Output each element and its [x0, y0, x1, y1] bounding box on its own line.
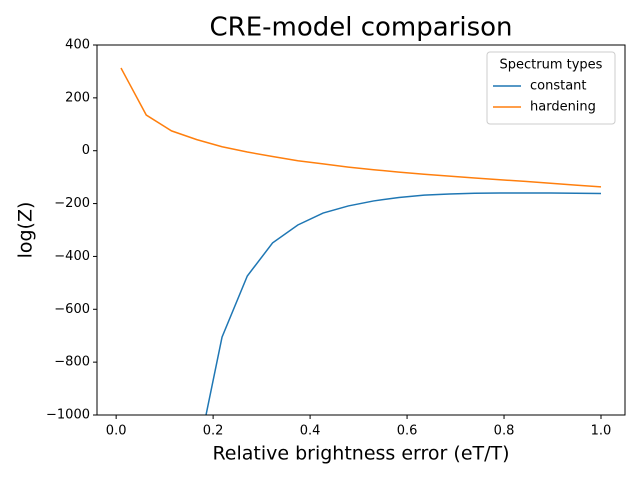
axes-frame — [96, 44, 626, 416]
y-tick-label: −200 — [54, 196, 90, 211]
y-tick-label: −400 — [54, 249, 90, 264]
y-tick-label: 0 — [82, 143, 90, 158]
legend-label: hardening — [530, 100, 596, 115]
plot-area — [120, 67, 602, 415]
x-tick-label: 0.2 — [203, 424, 224, 439]
legend: Spectrum types constant hardening — [486, 51, 616, 125]
series-line — [120, 67, 602, 188]
y-tick-label: 400 — [65, 38, 90, 53]
y-tick-label: 200 — [65, 90, 90, 105]
y-axis-label: log(Z) — [15, 202, 37, 259]
chart-title: CRE-model comparison — [209, 13, 512, 43]
x-tick-label: 0.0 — [106, 424, 127, 439]
legend-title: Spectrum types — [500, 58, 603, 73]
y-tick-label: −600 — [54, 302, 90, 317]
legend-box — [486, 51, 616, 125]
y-tick-label: −1000 — [46, 408, 90, 423]
x-tick-label: 0.4 — [300, 424, 321, 439]
x-tick-label: 1.0 — [591, 424, 612, 439]
x-tick-label: 0.8 — [494, 424, 515, 439]
x-axis-label: Relative brightness error (eT/T) — [212, 443, 509, 465]
y-tick-label: −800 — [54, 355, 90, 370]
series-line — [205, 192, 602, 415]
legend-label: constant — [530, 79, 587, 94]
x-tick-label: 0.6 — [397, 424, 418, 439]
